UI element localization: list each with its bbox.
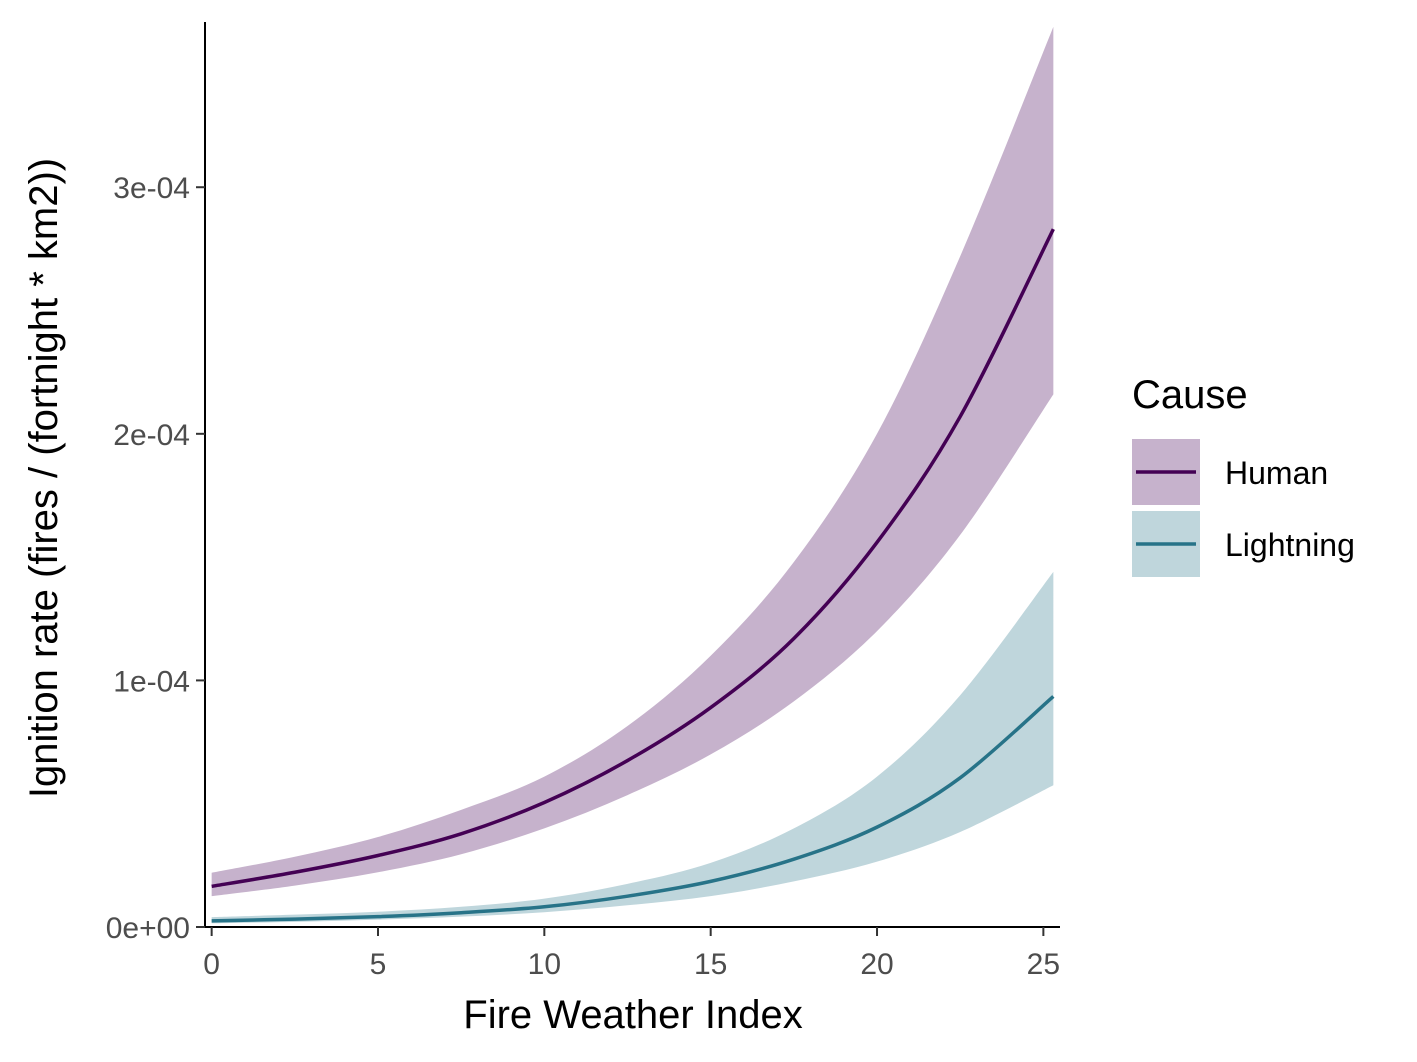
lightning-series-line bbox=[211, 695, 1055, 923]
confidence-bands bbox=[211, 26, 1054, 924]
x-tick-label: 10 bbox=[528, 948, 561, 981]
series-lines bbox=[211, 228, 1055, 923]
x-axis-ticks: 0 5 10 15 20 25 bbox=[203, 927, 1060, 981]
legend: Cause Human Lightning bbox=[1132, 373, 1355, 577]
y-tick-label: 3e-04 bbox=[113, 172, 190, 205]
y-axis-ticks: 0e+00 1e-04 2e-04 3e-04 bbox=[106, 172, 205, 945]
x-tick-label: 20 bbox=[860, 948, 893, 981]
legend-label-lightning: Lightning bbox=[1225, 527, 1355, 563]
lightning-confidence-band bbox=[211, 571, 1054, 924]
legend-label-human: Human bbox=[1225, 455, 1328, 491]
y-axis-title: Ignition rate (fires / (fortnight * km2)… bbox=[22, 158, 66, 798]
y-tick-label: 0e+00 bbox=[106, 912, 190, 945]
x-tick-label: 15 bbox=[694, 948, 727, 981]
human-series-line bbox=[211, 228, 1055, 889]
x-tick-label: 5 bbox=[370, 948, 387, 981]
x-tick-label: 0 bbox=[203, 948, 220, 981]
y-tick-label: 1e-04 bbox=[113, 665, 190, 698]
legend-title: Cause bbox=[1132, 373, 1248, 417]
y-tick-label: 2e-04 bbox=[113, 419, 190, 452]
x-tick-label: 25 bbox=[1027, 948, 1060, 981]
human-confidence-band bbox=[211, 26, 1054, 897]
x-axis-title: Fire Weather Index bbox=[463, 993, 802, 1037]
